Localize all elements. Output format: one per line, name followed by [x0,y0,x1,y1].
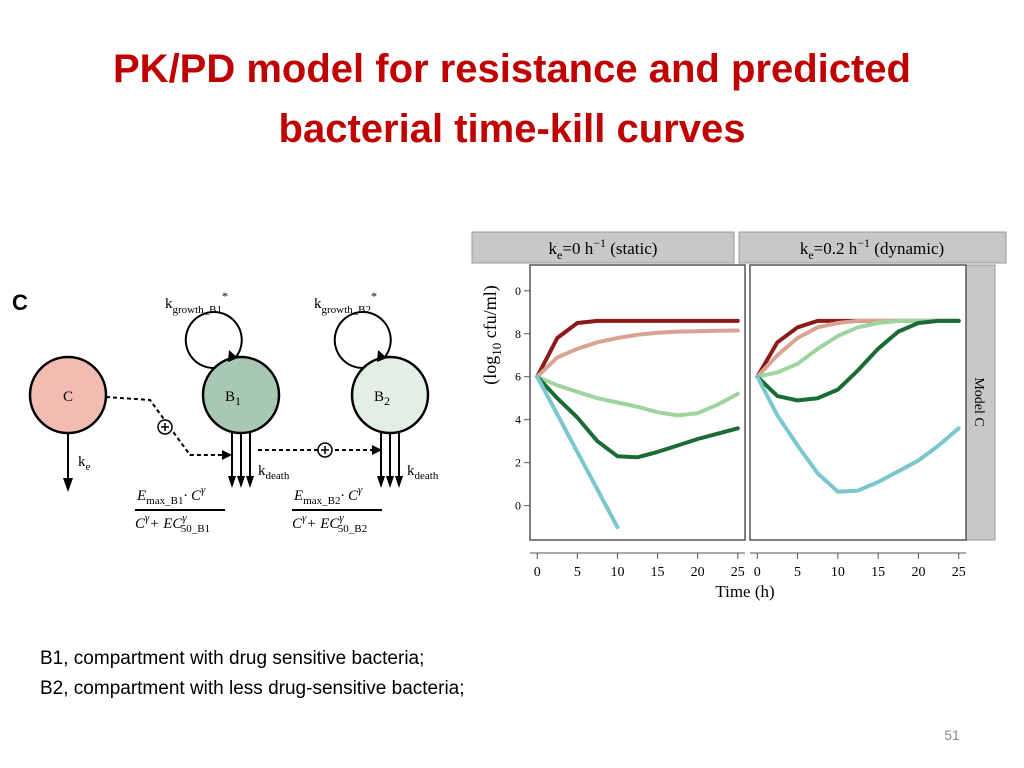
title-line: PK/PD model for resistance and predicted [113,47,911,91]
plus-symbol [157,419,333,458]
x-tick-label: 10 [610,565,624,580]
arrowhead [222,450,232,460]
formula-numerator: Emax_B1· Cγ [136,484,206,507]
y-tick-label: 0 [515,499,521,513]
rate-label: kdeath [258,463,290,482]
y-tick-label: 6 [515,370,521,384]
x-tick-label: 25 [952,565,966,580]
panel-title: ke=0.2 h−1 (dynamic) [800,236,944,262]
curve [535,318,740,379]
strip [738,231,1007,264]
title-line: bacterial time-kill curves [279,107,746,151]
node-label: C [63,389,73,405]
x-axis-label: Time (h) [715,582,774,601]
formula-denominator: Cγ+ ECγ 50_B2 [292,512,367,535]
formula-denominator: Cγ+ ECγ 50_B1 [135,512,210,535]
panel-title: ke=0 h−1 (static) [549,236,658,262]
rate-label: kdeath [407,463,439,482]
x-tick-label: 20 [911,565,925,580]
x-tick-label: 15 [871,565,885,580]
death-arrows [231,433,400,478]
arrowhead [63,478,73,492]
arrowheads [228,476,403,488]
note: B2, compartment with less drug-sensitive… [40,678,465,699]
node-label: B1 [225,389,241,408]
x-tick-label: 25 [731,565,745,580]
x-tick-label: 5 [794,565,801,580]
formula-numerator: Emax_B2· Cγ [293,484,363,507]
panel-label: C [12,290,28,315]
diagram: C C B1 B2 kgrowth_B1* kgrowth_B2* ke [12,289,439,535]
page-number: 51 [944,727,960,743]
growth-loop [184,311,243,370]
curve [535,374,740,460]
x-tick-label: 0 [534,565,541,580]
plot-area [749,264,967,541]
facet-label: Model C [971,377,986,426]
node-label: B2 [374,389,390,408]
x-tick-label: 0 [754,565,761,580]
strip [471,231,735,264]
y-tick-label: 8 [515,327,521,341]
facet-strip [965,264,996,541]
y-tick-label: 0 [515,284,521,298]
growth-loop [333,311,392,370]
curve [535,374,740,418]
x-tick-label: 10 [831,565,845,580]
rate-label: kgrowth_B1* [165,289,228,316]
x-tick-label: 5 [574,565,581,580]
y-tick-label: 4 [515,413,521,427]
curve [755,374,961,494]
arrowhead [228,350,238,362]
y-axis-label: (log10 cfu/ml) [480,285,504,384]
curve [535,374,620,530]
rate-label: ke [78,454,91,473]
x-tick-label: 20 [691,565,705,580]
note: B1, compartment with drug sensitive bact… [40,648,424,669]
x-tick-label: 15 [651,565,665,580]
rate-label: kgrowth_B2* [314,289,377,316]
arrowhead [372,445,382,455]
curve [535,328,740,379]
curve [755,318,961,403]
arrowhead [377,350,387,362]
y-tick-label: 2 [515,456,521,470]
plot-area [529,264,746,541]
